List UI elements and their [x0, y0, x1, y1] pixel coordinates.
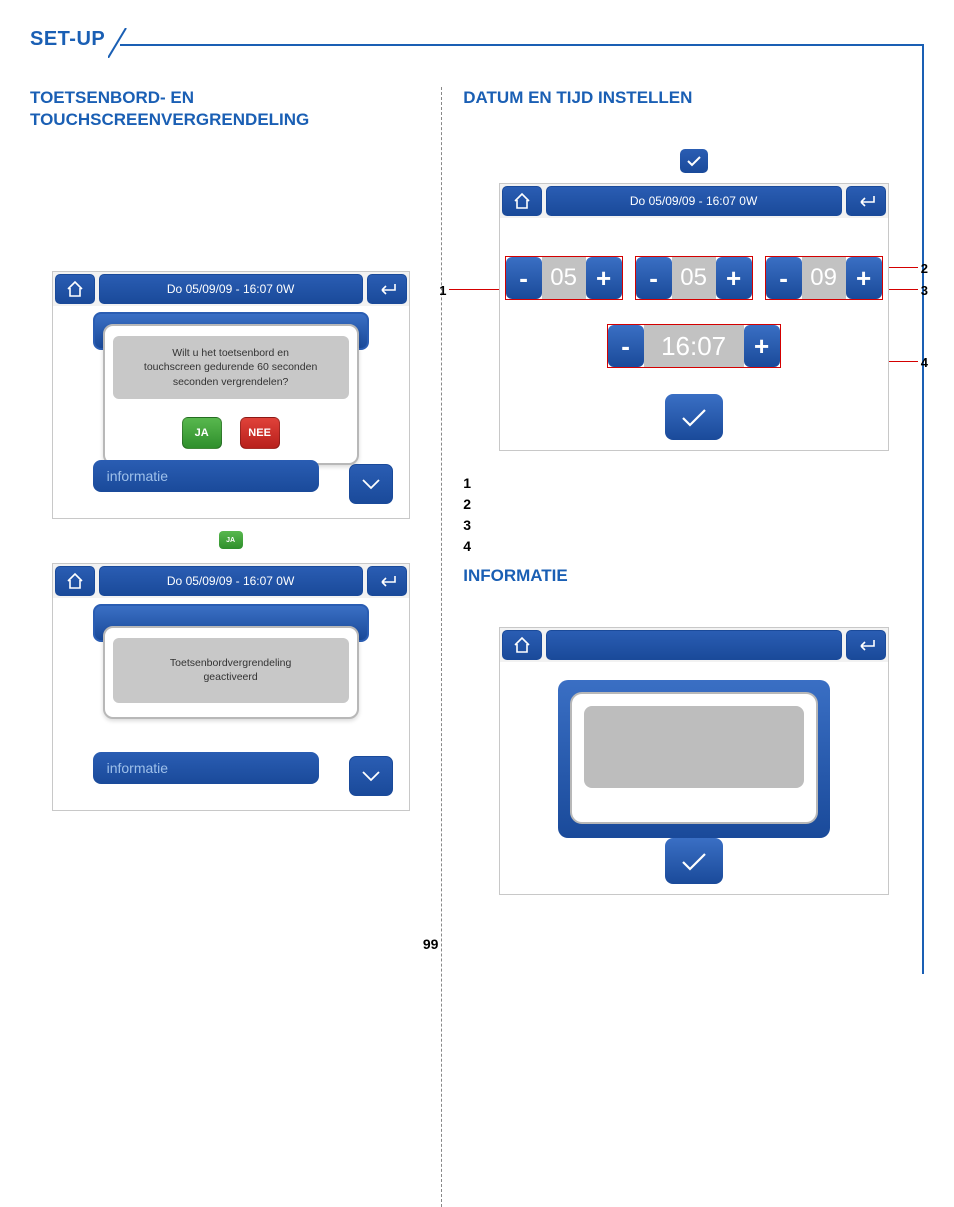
home-icon [512, 192, 532, 210]
callout-label-1: 1 [439, 283, 446, 298]
day-increment-button[interactable]: + [586, 257, 622, 299]
section-title-line: TOUCHSCREENVERGRENDELING [30, 110, 309, 129]
legend-item: 2 [463, 494, 924, 515]
yes-button[interactable]: JA [182, 417, 222, 449]
year-value: 09 [802, 257, 846, 299]
chevron-down-icon [360, 769, 382, 783]
check-icon [686, 155, 702, 167]
chevron-down-icon [360, 477, 382, 491]
titlebar-datetime: Do 05/09/09 - 16:07 0W [99, 566, 363, 596]
dialog-text-line: seconden vergrendelen? [173, 376, 289, 388]
info-strip: informatie [93, 460, 319, 492]
device-screen-info [499, 627, 889, 895]
callout-label-3: 3 [921, 283, 928, 298]
callout-line [449, 289, 505, 290]
time-value: 16:07 [644, 325, 744, 367]
device-screen-lock-prompt: Do 05/09/09 - 16:07 0W Wilt u het toetse… [52, 271, 410, 519]
return-arrow-icon [376, 573, 398, 589]
confirm-button[interactable] [665, 394, 723, 440]
callout-legend: 1 2 3 4 [463, 473, 924, 557]
time-decrement-button[interactable]: - [608, 325, 644, 367]
year-stepper: - 09 + [765, 256, 883, 300]
day-stepper: - 05 + [505, 256, 623, 300]
page-number: 99 [423, 936, 439, 952]
titlebar-datetime: Do 05/09/09 - 16:07 0W [99, 274, 363, 304]
year-decrement-button[interactable]: - [766, 257, 802, 299]
section-title-info: INFORMATIE [463, 565, 924, 587]
home-button[interactable] [55, 274, 95, 304]
dialog-text-line: Toetsenbordvergrendeling [170, 657, 291, 669]
year-increment-button[interactable]: + [846, 257, 882, 299]
device-screen-lock-active: Do 05/09/09 - 16:07 0W Toetsenbordvergre… [52, 563, 410, 811]
info-strip: informatie [93, 752, 319, 784]
back-button[interactable] [367, 566, 407, 596]
lock-confirm-dialog: Wilt u het toetsenbord en touchscreen ge… [103, 324, 359, 465]
titlebar-datetime: Do 05/09/09 - 16:07 0W [546, 186, 842, 216]
month-decrement-button[interactable]: - [636, 257, 672, 299]
home-button[interactable] [502, 186, 542, 216]
section-title-datetime: DATUM EN TIJD INSTELLEN [463, 87, 924, 109]
down-button[interactable] [349, 464, 393, 504]
back-button[interactable] [367, 274, 407, 304]
no-button[interactable]: NEE [240, 417, 280, 449]
section-title-line: TOETSENBORD- EN [30, 88, 194, 107]
time-stepper: - 16:07 + [607, 324, 781, 368]
dialog-text-line: geactiveerd [203, 671, 257, 683]
dialog-message: Wilt u het toetsenbord en touchscreen ge… [113, 336, 349, 399]
legend-item: 3 [463, 515, 924, 536]
lock-active-dialog: Toetsenbordvergrendeling geactiveerd [103, 626, 359, 718]
month-increment-button[interactable]: + [716, 257, 752, 299]
return-arrow-icon [376, 281, 398, 297]
confirm-button[interactable] [665, 838, 723, 884]
home-button[interactable] [55, 566, 95, 596]
callout-label-4: 4 [921, 355, 928, 370]
home-icon [512, 636, 532, 654]
device-screen-datetime: Do 05/09/09 - 16:07 0W - 05 + [499, 183, 889, 451]
return-arrow-icon [855, 637, 877, 653]
titlebar-blank [546, 630, 842, 660]
back-button[interactable] [846, 186, 886, 216]
day-value: 05 [542, 257, 586, 299]
info-front-card [570, 692, 818, 824]
day-decrement-button[interactable]: - [506, 257, 542, 299]
info-placeholder [584, 706, 804, 788]
mini-yes-indicator: JA [219, 531, 243, 549]
section-title-lock: TOETSENBORD- EN TOUCHSCREENVERGRENDELING [30, 87, 431, 131]
legend-item: 1 [463, 473, 924, 494]
home-icon [65, 572, 85, 590]
dialog-text-line: touchscreen gedurende 60 seconden [144, 361, 317, 373]
check-icon [679, 851, 709, 871]
home-icon [65, 280, 85, 298]
mini-confirm-indicator [680, 149, 708, 173]
check-icon [679, 407, 709, 427]
return-arrow-icon [855, 193, 877, 209]
dialog-message: Toetsenbordvergrendeling geactiveerd [113, 638, 349, 702]
callout-label-2: 2 [921, 261, 928, 276]
time-increment-button[interactable]: + [744, 325, 780, 367]
month-stepper: - 05 + [635, 256, 753, 300]
legend-item: 4 [463, 536, 924, 557]
dialog-text-line: Wilt u het toetsenbord en [172, 347, 289, 359]
home-button[interactable] [502, 630, 542, 660]
month-value: 05 [672, 257, 716, 299]
down-button[interactable] [349, 756, 393, 796]
back-button[interactable] [846, 630, 886, 660]
